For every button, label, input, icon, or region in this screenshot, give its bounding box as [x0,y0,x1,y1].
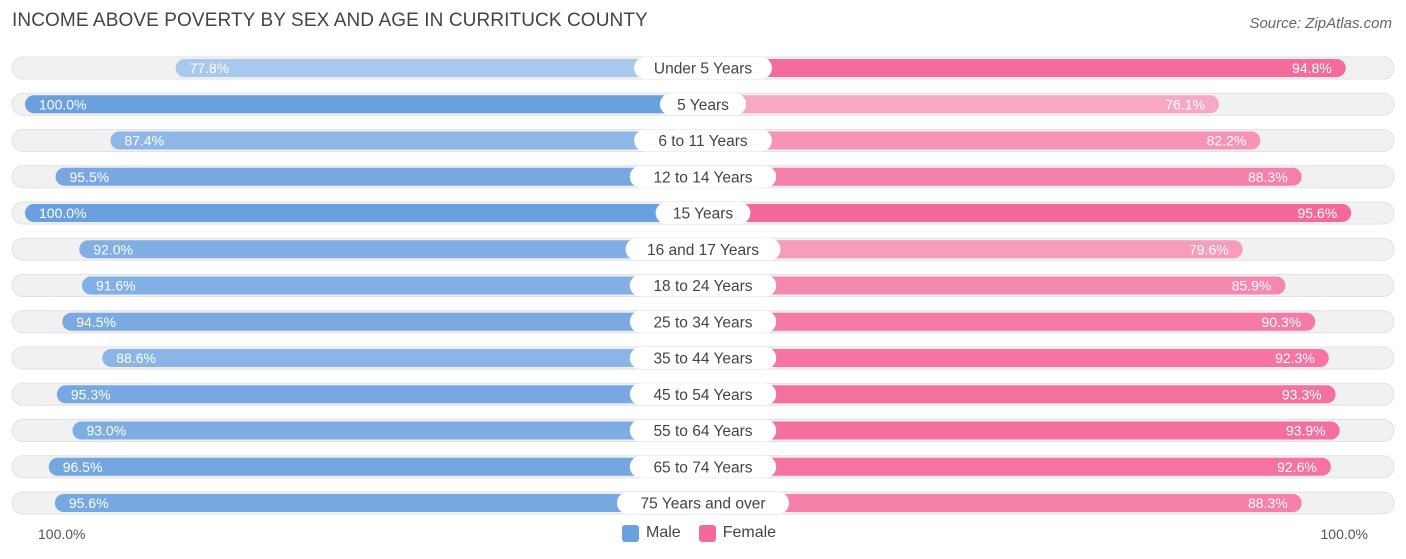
bar-male [25,95,703,114]
category-pill [629,165,777,188]
bar-female [703,349,1329,367]
bar-label-female: 85.9% [1232,278,1272,294]
bar-female [703,457,1331,476]
bar-label-male: 96.5% [63,459,103,475]
category-label: 75 Years and over [641,496,766,513]
axis-left-label: 100.0% [38,526,86,542]
bar-label-female: 76.1% [1165,96,1205,112]
category-label: 16 and 17 Years [647,242,759,259]
chart-title: INCOME ABOVE POVERTY BY SEX AND AGE IN C… [12,10,648,31]
bar-male [81,276,703,295]
bar-label-female: 88.3% [1248,495,1288,511]
bar-label-male: 87.4% [124,133,164,149]
bar-label-male: 94.5% [76,314,116,330]
category-label: 35 to 44 Years [653,351,752,368]
legend-swatch-male [622,524,639,542]
bar-label-female: 88.3% [1248,169,1288,185]
category-label: 25 to 34 Years [653,314,752,331]
bar-label-female: 79.6% [1189,241,1229,257]
bar-label-male: 92.0% [93,241,133,257]
bar-male [175,59,704,77]
category-pill [625,238,781,261]
category-pill [629,383,777,406]
bar-male [79,240,704,259]
bar-male [56,385,703,404]
legend-label-male: Male [646,524,681,541]
bar-label-female: 93.9% [1286,423,1326,439]
legend-label-female: Female [722,524,777,541]
bar-label-female: 92.6% [1277,459,1317,475]
bar-label-female: 92.3% [1275,350,1315,366]
bar-female [703,59,1346,77]
axis-right-label: 100.0% [1320,526,1368,542]
category-pill [634,129,772,152]
bar-female [703,204,1352,222]
bar-label-male: 95.5% [70,169,110,185]
bar-female [703,385,1336,404]
bar-female [703,240,1243,259]
bar-label-male: 95.6% [69,495,109,511]
bar-label-male: 88.6% [116,350,156,366]
legend: Male Female [622,524,786,542]
bar-female [703,312,1316,331]
bar-label-male: 95.3% [71,386,111,402]
category-pill [634,57,772,79]
category-pill [629,419,777,442]
bar-male [25,204,703,222]
bar-male [102,349,704,367]
bar-female [703,95,1219,114]
bar-label-male: 77.8% [190,60,230,76]
category-label: 12 to 14 Years [653,169,752,186]
bar-female [703,421,1340,440]
bar-label-female: 93.3% [1282,386,1322,402]
legend-item-male[interactable]: Male [622,524,681,542]
bar-label-male: 91.6% [96,278,136,294]
category-label: 65 to 74 Years [653,459,752,476]
bar-label-male: 93.0% [86,423,126,439]
bar-label-female: 94.8% [1292,60,1332,76]
category-label: 18 to 24 Years [653,278,752,295]
bar-male [72,421,703,440]
bar-female [703,167,1302,186]
bar-female [703,131,1261,150]
bar-female [703,276,1286,295]
category-label: 15 Years [673,206,734,223]
category-pill [629,455,777,478]
bar-female [703,494,1302,512]
bar-male [55,167,703,186]
legend-swatch-female [698,524,716,542]
bar-label-male: 100.0% [39,96,86,112]
category-label: 6 to 11 Years [658,133,748,150]
category-pill [629,274,777,297]
category-pill [616,492,790,514]
category-label: 5 Years [677,97,729,114]
bar-male [110,131,704,150]
category-pill [629,310,777,333]
legend-item-female[interactable]: Female [698,524,777,542]
category-pill [629,347,777,369]
bar-male [62,312,704,331]
category-label: 55 to 64 Years [653,423,752,440]
category-pill [655,202,751,224]
bar-label-female: 82.2% [1207,133,1247,149]
bar-male [48,457,704,476]
chart-source: Source: ZipAtlas.com [1249,15,1392,32]
bar-male [54,494,703,512]
category-label: 45 to 54 Years [653,387,752,404]
bar-label-female: 95.6% [1297,205,1337,221]
bar-label-male: 100.0% [39,205,86,221]
bar-label-female: 90.3% [1262,314,1302,330]
category-pill [659,93,747,116]
chart-canvas: 77.8% 94.8% Under 5 Years 100.0% 76.1% 5 Year… [11,56,1395,515]
category-label: Under 5 Years [654,61,752,78]
